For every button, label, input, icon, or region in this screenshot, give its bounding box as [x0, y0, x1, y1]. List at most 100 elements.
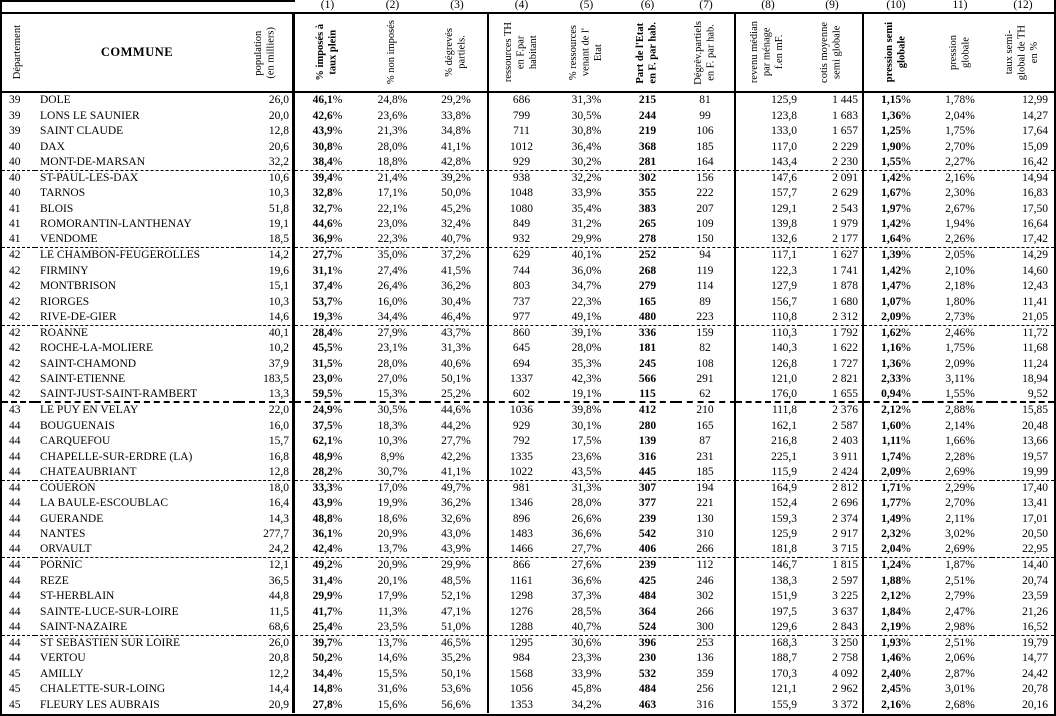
header-label-c2: % non imposés	[386, 20, 398, 85]
cell-commune: SAINT-ETIENNE	[40, 373, 126, 385]
column-number-c8: (8)	[736, 0, 800, 14]
cell-commune: ROANNE	[40, 326, 88, 339]
cell-c8: 170,3	[771, 667, 797, 680]
cell-c4: 1466	[489, 543, 554, 558]
cell-c5: 32,2%	[571, 171, 602, 184]
cell-c6: 484	[638, 590, 657, 602]
cell-c5: 30,6%	[571, 636, 602, 649]
cell-c1: 59,5%	[295, 388, 360, 403]
cell-c12: 19,99	[992, 465, 1054, 481]
cell-pop: 18,0	[239, 480, 295, 496]
cell-c9: 3 225	[800, 589, 864, 605]
cell-c11: 2,05%	[945, 249, 975, 261]
cell-c1: 37,4%	[312, 280, 343, 292]
cell-c6: 181	[638, 342, 657, 354]
cell-c1: 25,4%	[295, 620, 360, 636]
cell-commune: FLEURY LES AUBRAIS	[40, 698, 160, 711]
cell-c6: 364	[638, 605, 657, 618]
cell-c1: 50,2%	[312, 652, 343, 664]
cell-c10: 1,84%	[881, 605, 911, 618]
cell-c1: 49,2%	[312, 559, 343, 571]
cell-c11: 3,01%	[945, 683, 975, 695]
cell-c5: 39,1%	[571, 326, 602, 339]
cell-c3: 42,2%	[425, 449, 489, 465]
cell-c8: 176,0	[736, 388, 800, 403]
cell-c7: 82	[676, 341, 736, 357]
cell-c10: 1,88%	[881, 574, 911, 587]
cell-dept: 42	[9, 249, 21, 261]
cell-c2: 22,1%	[377, 202, 408, 215]
cell-c2: 23,1%	[377, 342, 408, 354]
cell-c11: 2,11%	[945, 512, 975, 525]
cell-c12: 12,99	[1022, 94, 1048, 106]
cell-c6: 542	[638, 528, 657, 540]
cell-c8: 147,6	[771, 171, 797, 184]
cell-c6: 316	[638, 450, 657, 463]
cell-c3: 45,2%	[425, 201, 489, 217]
cell-c5: 27,6%	[571, 559, 602, 571]
cell-c4: 981	[512, 481, 531, 494]
cell-pop: 40,1	[239, 325, 295, 341]
cell-c7: 165	[676, 418, 736, 434]
cell-c8: 159,3	[771, 512, 797, 525]
cell-c7: 106	[676, 124, 736, 140]
cell-c10: 2,16%	[881, 698, 911, 711]
cell-c7: 156	[676, 170, 736, 186]
header-label-c10: pression semi globale	[883, 22, 907, 83]
cell-c4: 799	[512, 109, 531, 122]
cell-c4: 1056	[510, 683, 533, 695]
cell-c5: 43,5%	[554, 465, 619, 481]
cell-commune: PORNIC	[40, 559, 83, 571]
cell-c3: 36,2%	[425, 496, 489, 512]
cell-dept: 40	[2, 155, 35, 171]
cell-c1: 53,7%	[312, 295, 343, 308]
cell-c8: 110,8	[736, 310, 800, 326]
cell-pop: 20,9	[239, 697, 295, 713]
cell-c3: 46,5%	[425, 635, 489, 651]
cell-c8: 111,8	[771, 404, 797, 416]
cell-c5: 36,0%	[571, 264, 602, 277]
cell-commune: LONS LE SAUNIER	[40, 109, 140, 122]
header-cell-c12: taux semi- global de TH en %	[992, 14, 1054, 93]
cell-dept: 44	[2, 465, 35, 481]
cell-c5: 30,8%	[571, 125, 602, 137]
cell-c9: 1 655	[800, 387, 864, 403]
cell-c3: 49,7%	[425, 480, 489, 496]
cell-c2: 19,9%	[377, 497, 408, 509]
cell-c9: 2 374	[800, 511, 864, 527]
cell-commune: VENDOME	[35, 233, 239, 248]
cell-c6: 406	[619, 543, 676, 558]
cell-c4: 737	[512, 295, 531, 308]
cell-c3: 41,5%	[425, 263, 489, 279]
cell-c6: 115	[619, 388, 676, 403]
cell-c10: 1,62%	[881, 326, 911, 339]
cell-c6: 139	[638, 435, 657, 447]
cell-c4: 645	[512, 342, 531, 354]
cell-c5: 34,7%	[571, 280, 602, 292]
cell-dept: 42	[2, 388, 35, 403]
cell-c1: 28,4%	[312, 326, 343, 339]
cell-c9: 1 815	[800, 558, 864, 574]
cell-dept: 42	[9, 280, 21, 292]
cell-c11: 2,68%	[945, 698, 975, 711]
cell-c2: 23,5%	[360, 620, 425, 636]
cell-c10: 1,36%	[881, 109, 911, 122]
cell-c4: 1012	[510, 140, 533, 153]
cell-c9: 2 843	[800, 620, 864, 636]
cell-dept: 42	[9, 264, 21, 277]
cell-c2: 18,6%	[377, 512, 408, 525]
cell-c10: 1,47%	[881, 280, 911, 292]
cell-dept: 44	[9, 450, 21, 463]
cell-c12: 21,05	[992, 310, 1054, 326]
cell-c8: 155,9	[771, 698, 797, 711]
cell-c3: 36,2%	[425, 279, 489, 295]
cell-c6: 165	[638, 295, 657, 308]
cell-c3: 40,7%	[425, 232, 489, 248]
cell-c8: 146,7	[771, 559, 797, 571]
column-number-c2: (2)	[360, 0, 425, 14]
cell-c11: 2,46%	[945, 326, 975, 339]
cell-c8: 225,1	[771, 450, 797, 463]
cell-c8: 127,9	[771, 280, 797, 292]
cell-c3: 47,1%	[425, 604, 489, 620]
header-cell-c7: Dégrèv.partiels en F. par hab.	[676, 14, 736, 93]
